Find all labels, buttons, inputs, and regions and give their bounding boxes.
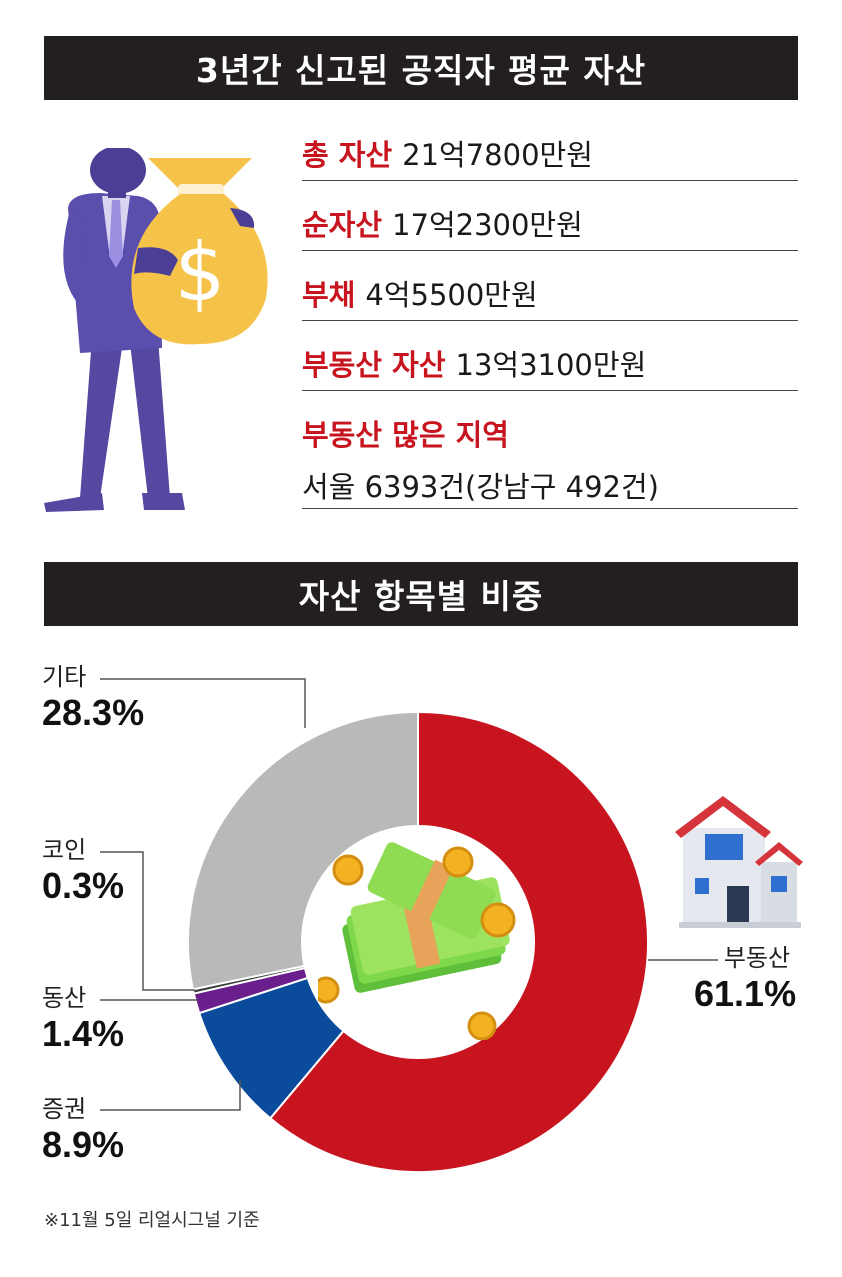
stat-top-region: 부동산 많은 지역 서울 6393건(강남구 492건): [302, 406, 798, 509]
stat-value: 13억3100만원: [455, 348, 647, 382]
pie-value-label: 8.9%: [42, 1124, 125, 1165]
pie-value-label: 61.1%: [694, 973, 797, 1014]
stat-value: 4억5500만원: [365, 278, 538, 312]
banner-title-assets: 3년간 신고된 공직자 평균 자산: [44, 36, 798, 100]
stat-net-assets: 순자산 17억2300만원: [302, 196, 798, 251]
svg-text:$: $: [175, 226, 226, 319]
house-icon: [675, 796, 803, 928]
stat-real-estate-assets: 부동산 자산 13억3100만원: [302, 336, 798, 391]
pie-label-other: 기타 28.3%: [42, 664, 144, 734]
stat-total-assets: 총 자산 21억7800만원: [302, 126, 798, 181]
pie-label-coin: 코인 0.3%: [42, 837, 124, 907]
pie-category-label: 기타: [42, 664, 87, 691]
pie-category-label: 코인: [42, 837, 87, 864]
businessman-with-money-bag-icon: $: [44, 148, 268, 512]
money-stack-coins-icon: [318, 842, 516, 1040]
stat-value: 17억2300만원: [392, 208, 583, 242]
stat-label: 부채: [302, 278, 356, 312]
stat-value: 서울 6393건(강남구 492건): [302, 470, 659, 504]
stat-label: 부동산 많은 지역: [302, 418, 509, 452]
stat-label: 순자산: [302, 208, 383, 242]
pie-label-movable: 동산 1.4%: [42, 985, 124, 1055]
pie-value-label: 1.4%: [42, 1013, 125, 1054]
stat-value: 21억7800만원: [402, 138, 593, 172]
pie-value-label: 28.3%: [42, 692, 145, 733]
pie-category-label: 동산: [42, 985, 87, 1012]
pie-category-label: 부동산: [723, 945, 791, 972]
banner-title-chart: 자산 항목별 비중: [44, 562, 798, 626]
pie-category-label: 증권: [42, 1096, 87, 1123]
stat-label: 총 자산: [302, 138, 393, 172]
pie-label-securities: 증권 8.9%: [42, 1096, 124, 1166]
stat-liabilities: 부채 4억5500만원: [302, 266, 798, 321]
pie-value-label: 0.3%: [42, 865, 125, 906]
pie-label-real-estate: 부동산 61.1%: [694, 945, 796, 1015]
stat-label: 부동산 자산: [302, 348, 446, 382]
footnote: ※11월 5일 리얼시그널 기준: [44, 1210, 260, 1231]
